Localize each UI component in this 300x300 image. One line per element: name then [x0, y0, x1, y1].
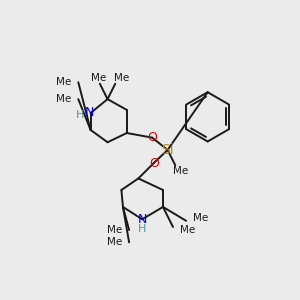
Text: Me: Me	[193, 213, 208, 223]
Text: N: N	[84, 106, 94, 119]
Text: H: H	[138, 224, 146, 234]
Text: Me: Me	[91, 73, 106, 82]
Text: Me: Me	[56, 94, 71, 104]
Text: Me: Me	[107, 237, 122, 248]
Text: O: O	[149, 157, 159, 169]
Text: Me: Me	[180, 225, 195, 235]
Text: Me: Me	[114, 73, 129, 82]
Text: O: O	[147, 131, 157, 144]
Text: H: H	[76, 110, 84, 119]
Text: Me: Me	[56, 77, 71, 87]
Text: N: N	[137, 213, 147, 226]
Text: Me: Me	[107, 225, 122, 235]
Text: Me: Me	[173, 166, 188, 176]
Text: Si: Si	[161, 143, 174, 157]
